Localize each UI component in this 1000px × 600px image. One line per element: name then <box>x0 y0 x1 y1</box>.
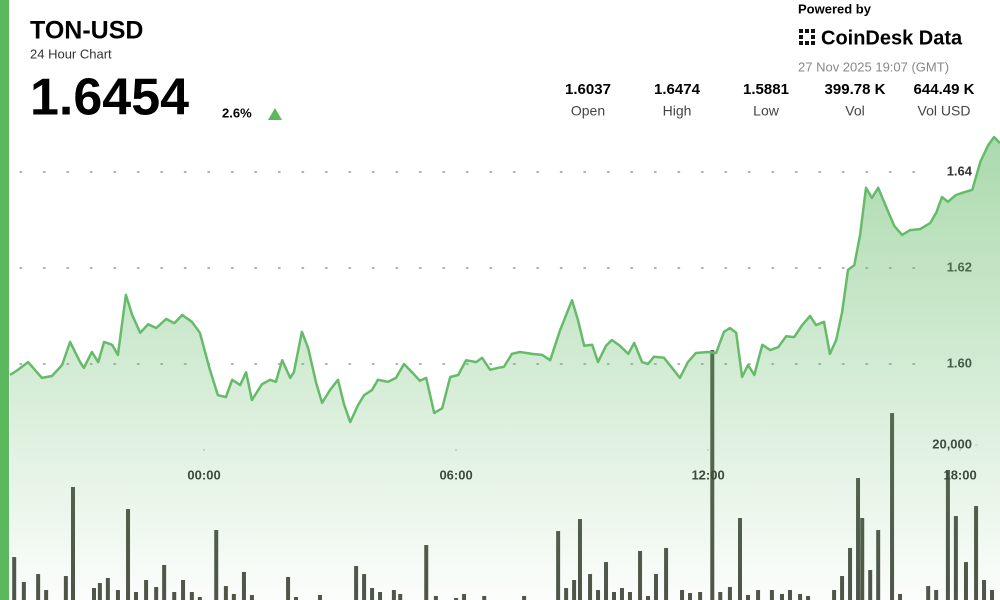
brand: CoinDesk Data <box>821 27 963 49</box>
accent-bar <box>0 0 9 600</box>
stat-value: 1.6037 <box>565 81 611 98</box>
stat-label: Vol <box>845 103 864 119</box>
y-tick-label: 1.64 <box>947 163 973 178</box>
stat-label: High <box>663 103 692 119</box>
powered-by: Powered by <box>798 1 872 16</box>
change: 2.6% <box>222 105 252 120</box>
stat-value: 399.78 K <box>825 81 886 98</box>
title: TON-USD <box>30 17 143 45</box>
timestamp: 27 Nov 2025 19:07 (GMT) <box>798 59 949 74</box>
up-arrow <box>268 108 282 120</box>
subtitle: 24 Hour Chart <box>30 46 112 61</box>
stat-value: 644.49 K <box>914 81 975 98</box>
stat-value: 1.5881 <box>743 81 789 98</box>
stat-label: Vol USD <box>918 103 971 119</box>
stat-label: Low <box>753 103 780 119</box>
logo-icon <box>799 29 815 45</box>
price-line <box>9 135 1000 424</box>
price: 1.6454 <box>30 69 189 127</box>
stat-value: 1.6474 <box>654 81 701 98</box>
price-area <box>10 137 1000 600</box>
stat-label: Open <box>571 103 605 119</box>
